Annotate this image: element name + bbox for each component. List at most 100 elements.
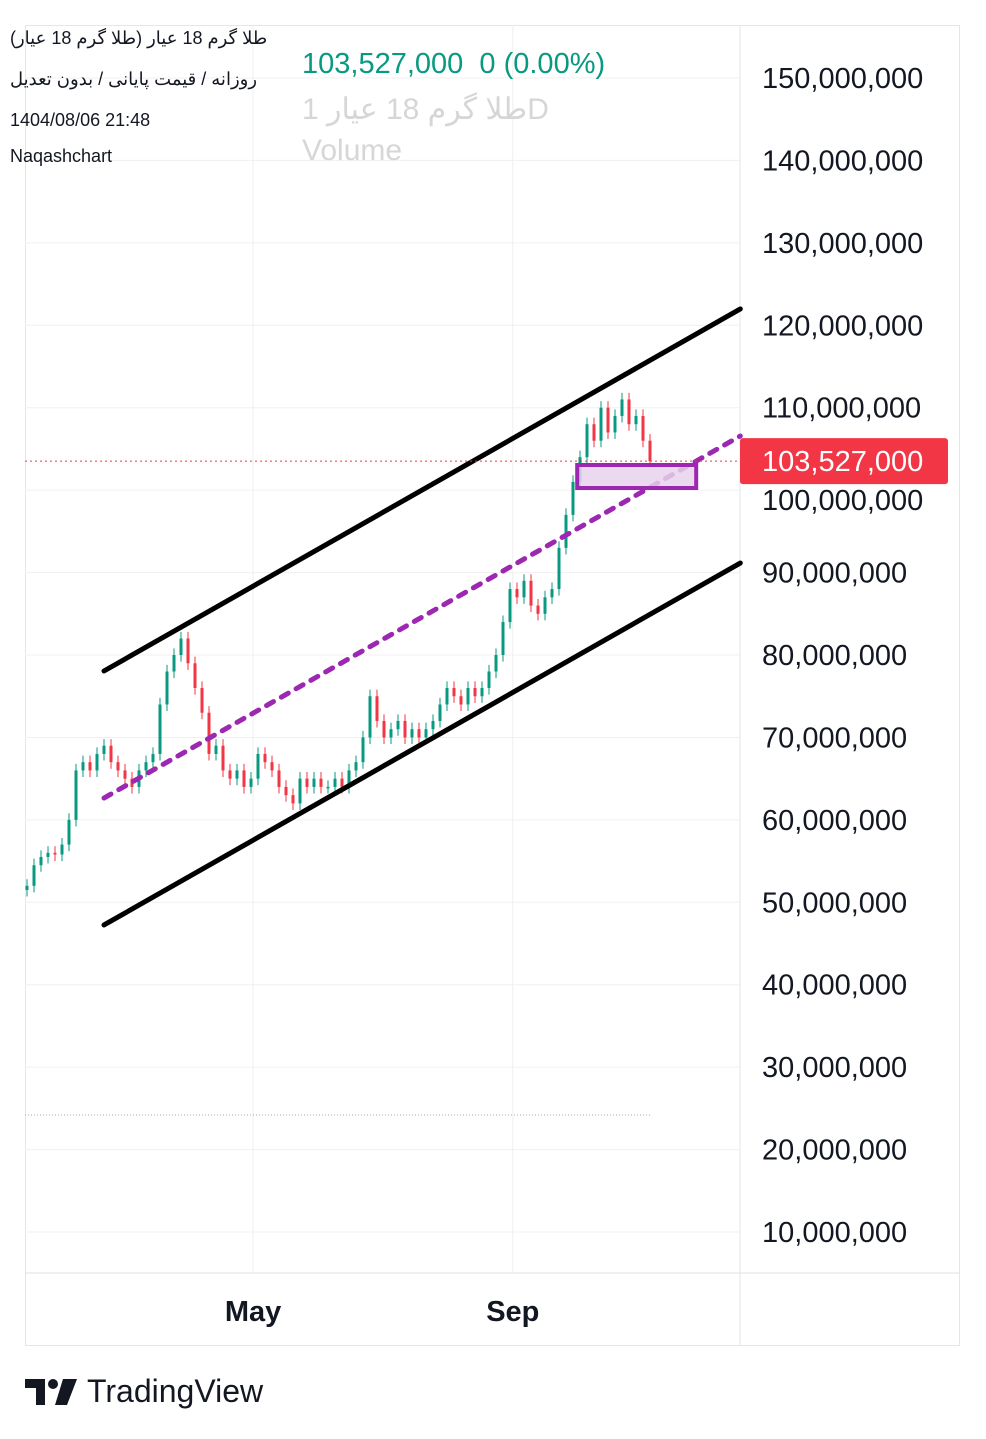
upper-channel-line — [101, 306, 743, 674]
grid — [25, 25, 740, 1273]
candle-body — [158, 704, 162, 754]
candle-body — [207, 712, 211, 754]
candle-body — [109, 745, 113, 763]
candle-body — [550, 589, 554, 598]
ghost-symbol-watermark: طلا گرم 18 عیار 1D — [302, 93, 549, 126]
support-box — [575, 463, 699, 491]
time-axis[interactable]: May Sep — [225, 1296, 540, 1328]
tradingview-logo[interactable]: TradingView — [25, 1373, 263, 1410]
candle-body — [564, 514, 568, 548]
candle-body — [284, 786, 288, 796]
candle-body — [480, 687, 484, 697]
candle-body — [333, 778, 337, 787]
candle-body — [501, 622, 505, 656]
candle-body — [487, 671, 491, 688]
candle-body — [249, 778, 253, 787]
candle-body — [235, 770, 239, 779]
last-price-text: 103,527,000 — [762, 446, 923, 478]
ghost-volume-label: Volume — [302, 134, 403, 167]
last-price: 103,527,000 — [302, 48, 464, 80]
candle-body — [32, 865, 36, 886]
candle-body — [361, 737, 365, 763]
candle-body — [634, 415, 638, 425]
logo-text: TradingView — [87, 1373, 264, 1409]
candle-body — [186, 638, 190, 664]
price-change-readout: 103,527,000 0 (0.00%) — [302, 48, 605, 81]
candle-body — [375, 696, 379, 721]
candle-body — [200, 687, 204, 713]
chart-frame — [25, 25, 960, 1346]
candle-body — [410, 729, 414, 738]
change: 0 (0.00%) — [479, 48, 606, 80]
candle-body — [305, 778, 309, 787]
candle-body — [46, 852, 50, 857]
candle-body — [627, 399, 631, 425]
y-tick-label: 40,000,000 — [762, 970, 907, 1002]
candle-body — [389, 729, 393, 738]
y-tick-label: 120,000,000 — [762, 310, 923, 342]
candle-body — [396, 720, 400, 730]
symbol-title[interactable]: طلا گرم 18 عیار (طلا گرم 18 عیار) — [10, 28, 268, 48]
candle-body — [494, 655, 498, 672]
candle-body — [599, 407, 603, 441]
candle-body — [221, 745, 225, 771]
y-tick-label: 50,000,000 — [762, 887, 907, 919]
author: Naqashchart — [10, 146, 113, 166]
y-tick-label: 150,000,000 — [762, 63, 923, 95]
candle-body — [592, 424, 596, 441]
candle-body — [39, 856, 43, 866]
candle-body — [557, 547, 561, 590]
candle-body — [74, 770, 78, 820]
candle-body — [242, 770, 246, 787]
candle-body — [354, 762, 358, 771]
candle-body — [81, 762, 85, 771]
candle-body — [340, 778, 344, 787]
candle-body — [571, 481, 575, 515]
candle-body — [116, 762, 120, 771]
candle-body — [326, 786, 330, 789]
candle-body — [312, 778, 316, 787]
candle-body — [151, 753, 155, 763]
candle-body — [291, 795, 295, 804]
y-tick-label: 70,000,000 — [762, 722, 907, 754]
y-tick-label: 140,000,000 — [762, 145, 923, 177]
candle-body — [60, 844, 64, 855]
mid-channel-dashed-line — [101, 433, 743, 801]
candle-body — [368, 696, 372, 738]
candle-body — [536, 605, 540, 614]
candle-body — [438, 704, 442, 721]
y-tick-label: 90,000,000 — [762, 558, 907, 590]
price-axis[interactable]: 150,000,000 140,000,000 130,000,000 120,000… — [762, 63, 923, 1249]
x-tick-label: May — [225, 1296, 281, 1328]
candles — [25, 392, 652, 897]
y-tick-label: 60,000,000 — [762, 805, 907, 837]
y-tick-label: 80,000,000 — [762, 640, 907, 672]
y-tick-label: 30,000,000 — [762, 1052, 907, 1084]
candle-body — [228, 770, 232, 779]
y-tick-label: 130,000,000 — [762, 228, 923, 260]
candle-body — [403, 720, 407, 738]
candle-body — [382, 720, 386, 738]
candle-body — [193, 663, 197, 688]
candle-body — [641, 415, 645, 441]
lower-channel-line — [101, 560, 743, 928]
candle-body — [515, 589, 519, 598]
y-tick-label: 20,000,000 — [762, 1135, 907, 1167]
candle-body — [165, 671, 169, 705]
y-tick-label: 110,000,000 — [762, 393, 921, 425]
last-price-label: 103,527,000 — [740, 438, 948, 485]
candle-body — [277, 770, 281, 787]
candle-body — [95, 753, 99, 771]
candle-body — [347, 770, 351, 787]
candle-body — [319, 778, 323, 787]
candle-body — [270, 762, 274, 771]
candle-body — [452, 687, 456, 697]
tradingview-logo-icon — [25, 1378, 77, 1405]
candle-body — [529, 580, 533, 606]
candle-body — [585, 424, 589, 458]
drawings[interactable] — [101, 306, 743, 928]
candle-body — [144, 762, 148, 771]
y-tick-label: 10,000,000 — [762, 1217, 907, 1249]
candle-body — [256, 753, 260, 779]
